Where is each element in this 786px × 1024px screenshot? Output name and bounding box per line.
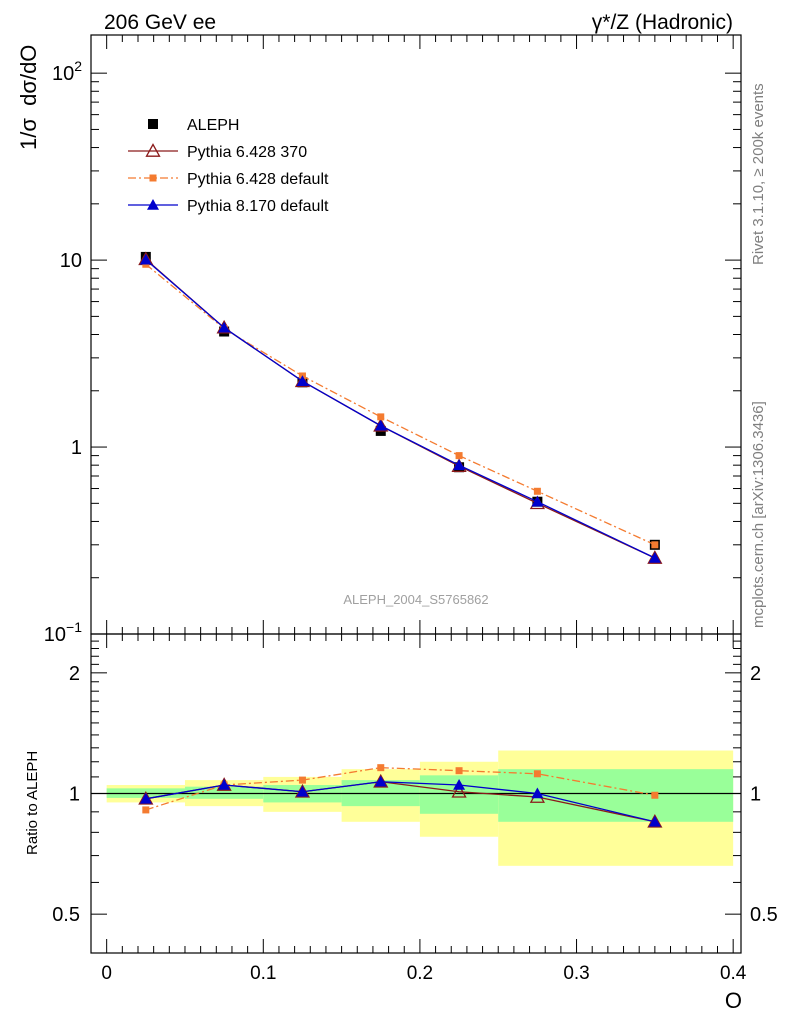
ratio-y-tick-label-right: 0.5 bbox=[750, 904, 778, 926]
main-point-pythia-6-428-370 bbox=[647, 550, 663, 564]
side-label-mcplots: mcplots.cern.ch [arXiv:1306.3436] bbox=[750, 401, 767, 628]
ratio-point-pythia-6-428-default bbox=[651, 791, 659, 799]
legend-label: Pythia 6.428 370 bbox=[187, 144, 307, 161]
ratio-y-tick-label: 1 bbox=[69, 784, 80, 806]
main-point-pythia-6-428-370 bbox=[294, 373, 311, 388]
ratio-point-pythia-6-428-default bbox=[377, 764, 385, 772]
x-axis-label: O bbox=[725, 988, 742, 1013]
ratio-point-pythia-6-428-default bbox=[298, 776, 306, 784]
ratio-point-pythia-8-170-default bbox=[531, 787, 544, 799]
legend-marker bbox=[149, 174, 157, 182]
header-right-label: γ*/Z (Hadronic) bbox=[592, 11, 733, 34]
main-point-pythia-6-428-default bbox=[455, 452, 463, 460]
ratio-y-tick-label: 2 bbox=[69, 663, 80, 685]
main-y-tick-label: 10 bbox=[60, 250, 82, 272]
main-y-tick-label: 10−1 bbox=[44, 619, 82, 646]
main-point-pythia-6-428-default bbox=[651, 541, 659, 549]
main-point-pythia-6-428-default bbox=[377, 413, 385, 421]
main-line-pythia-6-428-default bbox=[145, 263, 656, 546]
main-line-pythia-8-170-default bbox=[145, 259, 656, 559]
x-tick-label: 0.2 bbox=[407, 963, 433, 984]
legend-marker bbox=[147, 199, 159, 210]
side-label-rivet: Rivet 3.1.10, ≥ 200k events bbox=[750, 83, 767, 265]
legend: ALEPH Pythia 6.428 370 Pythia 6.428 defaul… bbox=[128, 117, 329, 215]
main-line-pythia-6-428-370 bbox=[145, 258, 656, 559]
ratio-panel: 0 0.1 0.2 0.3 0.4 0.5 0.5 1 1 2 2 bbox=[52, 35, 778, 984]
main-point-pythia-6-428-default bbox=[533, 487, 541, 495]
legend-label: Pythia 8.170 default bbox=[187, 198, 329, 215]
main-y-tick-label: 1 bbox=[71, 437, 82, 459]
main-point-pythia-8-170-default bbox=[218, 321, 231, 333]
header-left-label: 206 GeV ee bbox=[104, 11, 216, 34]
analysis-watermark: ALEPH_2004_S5765862 bbox=[343, 592, 488, 607]
ratio-point-pythia-8-170-default bbox=[218, 779, 231, 790]
x-tick-label: 0.4 bbox=[720, 963, 747, 984]
legend-marker bbox=[148, 119, 158, 129]
main-point-pythia-8-170-default bbox=[374, 419, 387, 431]
main-point-pythia-8-170-default bbox=[531, 495, 544, 507]
ratio-point-pythia-8-170-default bbox=[453, 779, 466, 790]
ratio-y-tick-label-right: 1 bbox=[750, 784, 761, 806]
main-y-tick-label: 102 bbox=[52, 58, 82, 85]
main-point-pythia-8-170-default bbox=[139, 253, 152, 265]
main-ylabel: 1/σ dσ/dO bbox=[16, 45, 41, 150]
ratio-point-pythia-8-170-default bbox=[648, 815, 661, 827]
ratio-ylabel: Ratio to ALEPH bbox=[24, 751, 41, 855]
ratio-y-tick-label: 0.5 bbox=[52, 904, 80, 926]
x-tick-label: 0 bbox=[101, 963, 112, 984]
main-point-pythia-6-428-370 bbox=[373, 417, 389, 432]
main-point-pythia-8-170-default bbox=[296, 375, 309, 387]
ratio-point-pythia-6-428-default bbox=[142, 806, 150, 814]
ratio-point-pythia-8-170-default bbox=[296, 785, 309, 797]
ratio-point-pythia-8-170-default bbox=[139, 792, 152, 804]
ratio-point-pythia-6-428-370 bbox=[451, 783, 467, 798]
x-tick-label: 0.3 bbox=[563, 963, 589, 984]
main-point-pythia-8-170-default bbox=[453, 459, 466, 470]
main-point-pythia-8-170-default bbox=[648, 551, 661, 563]
legend-label: ALEPH bbox=[187, 117, 239, 134]
ratio-y-tick-label-right: 2 bbox=[750, 663, 761, 685]
ratio-point-pythia-6-428-default bbox=[455, 767, 463, 775]
ratio-point-pythia-8-170-default bbox=[374, 775, 387, 787]
legend-label: Pythia 6.428 default bbox=[187, 171, 329, 188]
ratio-point-pythia-6-428-default bbox=[533, 770, 541, 778]
x-tick-label: 0.1 bbox=[250, 963, 276, 984]
band-green-1 bbox=[184, 786, 264, 799]
legend-marker bbox=[145, 143, 161, 157]
ratio-point-pythia-6-428-370 bbox=[373, 773, 389, 788]
